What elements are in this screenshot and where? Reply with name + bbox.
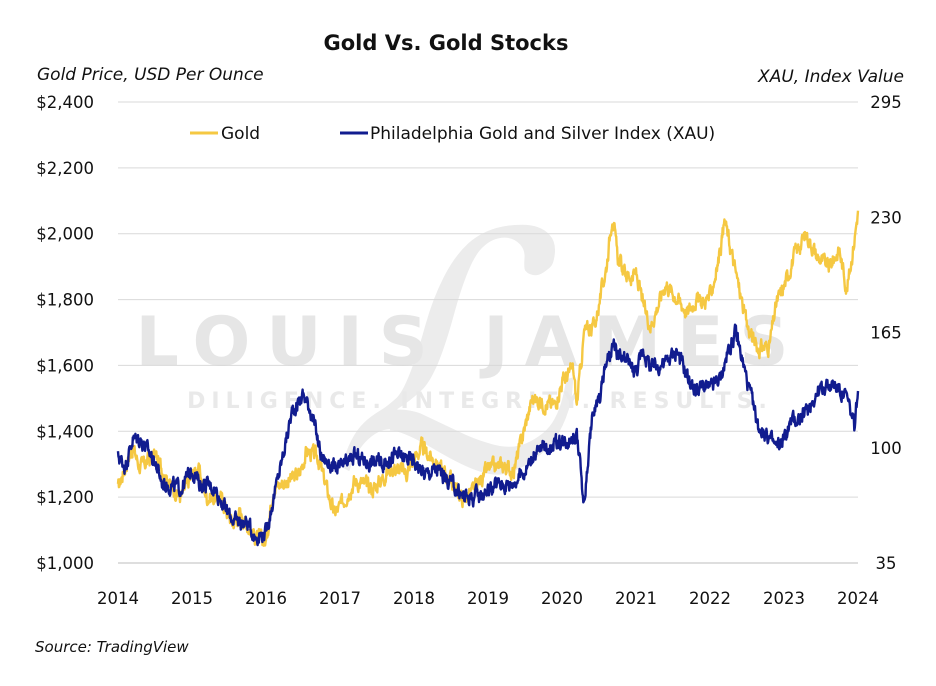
x-tick-label: 2015: [171, 589, 213, 608]
source-note: Source: TradingView: [35, 638, 189, 656]
legend-label-xau: Philadelphia Gold and Silver Index (XAU): [370, 124, 715, 144]
y-left-tick-label: $1,000: [36, 554, 94, 573]
y-left-tick-label: $1,800: [36, 291, 94, 310]
y-left-tick-label: $2,200: [36, 159, 94, 178]
legend: Gold Philadelphia Gold and Silver Index …: [190, 124, 715, 144]
x-tick-label: 2019: [467, 589, 509, 608]
y-left-tick-label: $1,600: [36, 356, 94, 375]
series-line-xau: [116, 323, 860, 547]
series-layer: [116, 210, 860, 547]
x-tick-label: 2020: [541, 589, 583, 608]
y-left-tick-label: $2,000: [36, 225, 94, 244]
y-left-axis-label: Gold Price, USD Per Ounce: [37, 65, 264, 85]
series-line-gold: [116, 210, 860, 547]
x-tick-label: 2023: [763, 589, 805, 608]
y-right-tick-label: 295: [870, 93, 902, 112]
y-right-axis-label: XAU, Index Value: [757, 67, 904, 87]
watermark-tagline: DILIGENCE. INTEGRITY. RESULTS.: [187, 389, 773, 414]
y-right-tick-label: 230: [870, 208, 902, 227]
chart-title: Gold Vs. Gold Stocks: [324, 31, 569, 55]
legend-label-gold: Gold: [221, 124, 260, 144]
x-tick-label: 2016: [245, 589, 287, 608]
x-tick-label: 2018: [393, 589, 435, 608]
y-left-tick-labels: $1,000 $1,200 $1,400 $1,600 $1,800 $2,000 $2,2…: [36, 93, 94, 573]
x-tick-label: 2017: [319, 589, 361, 608]
x-tick-label: 2024: [837, 589, 879, 608]
y-left-tick-label: $1,400: [36, 422, 94, 441]
x-tick-label: 2014: [97, 589, 139, 608]
x-tick-label: 2021: [615, 589, 657, 608]
gridlines: [118, 101, 858, 498]
x-tick-labels: 2014 2015 2016 2017 2018 2019 2020 2021 2022 2023…: [97, 589, 879, 608]
y-left-tick-label: $1,200: [36, 488, 94, 507]
y-right-tick-labels: 35 100 165 230 295: [870, 93, 902, 573]
y-left-tick-label: $2,400: [36, 93, 94, 112]
x-tick-label: 2022: [689, 589, 731, 608]
watermark-name: LOUIS JAMES: [136, 303, 805, 382]
y-right-tick-label: 35: [876, 554, 897, 573]
y-right-tick-label: 165: [870, 324, 902, 343]
y-right-tick-label: 100: [870, 439, 902, 458]
